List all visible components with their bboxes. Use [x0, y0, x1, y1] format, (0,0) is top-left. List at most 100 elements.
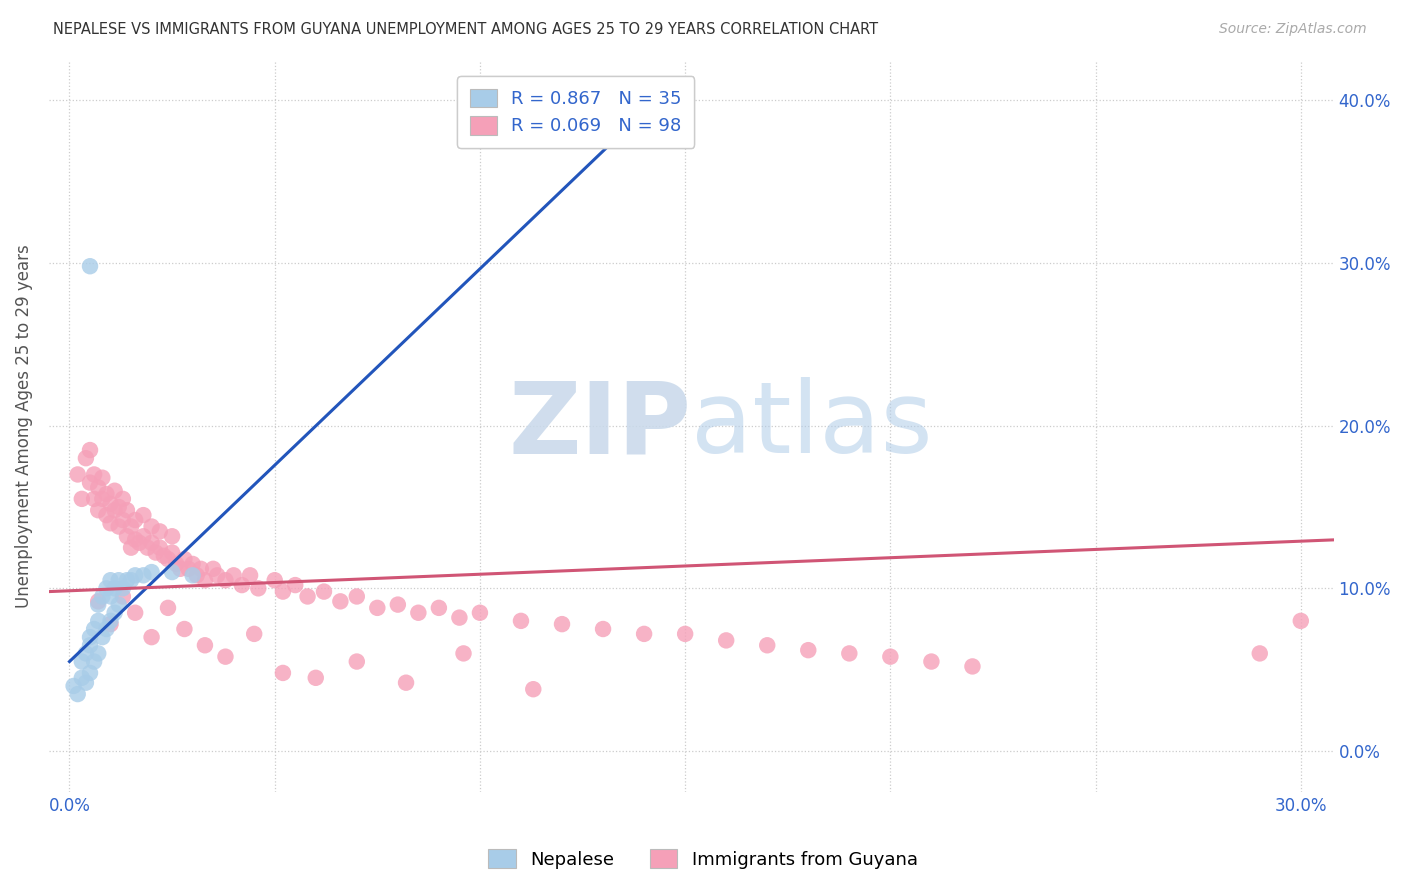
Point: [83, 467, 105, 482]
Point: [222, 568, 245, 582]
Point: [96, 622, 118, 636]
Point: [79, 475, 101, 490]
Point: [173, 552, 195, 566]
Point: [1249, 647, 1271, 661]
Point: [468, 606, 491, 620]
Point: [297, 590, 319, 604]
Point: [673, 627, 696, 641]
Point: [153, 549, 176, 563]
Point: [111, 491, 134, 506]
Point: [91, 471, 114, 485]
Point: [173, 622, 195, 636]
Point: [87, 503, 110, 517]
Point: [96, 487, 118, 501]
Point: [141, 630, 163, 644]
Point: [186, 568, 208, 582]
Point: [202, 562, 225, 576]
Point: [214, 649, 236, 664]
Point: [66, 467, 89, 482]
Point: [522, 682, 544, 697]
Point: [243, 627, 266, 641]
Point: [181, 557, 204, 571]
Point: [100, 573, 122, 587]
Text: ZIP: ZIP: [509, 377, 692, 475]
Point: [149, 524, 172, 539]
Point: [160, 545, 183, 559]
Point: [551, 617, 574, 632]
Point: [91, 491, 114, 506]
Point: [141, 565, 163, 579]
Point: [305, 671, 328, 685]
Point: [190, 562, 212, 576]
Point: [124, 568, 146, 582]
Point: [100, 497, 122, 511]
Point: [395, 675, 418, 690]
Point: [797, 643, 820, 657]
Point: [75, 451, 97, 466]
Y-axis label: Unemployment Among Ages 25 to 29 years: Unemployment Among Ages 25 to 29 years: [15, 244, 32, 607]
Point: [83, 622, 105, 636]
Point: [91, 630, 114, 644]
Point: [165, 557, 187, 571]
Point: [120, 573, 142, 587]
Point: [271, 665, 294, 680]
Point: [132, 529, 155, 543]
Point: [96, 582, 118, 596]
Point: [141, 536, 163, 550]
Point: [87, 598, 110, 612]
Point: [449, 610, 471, 624]
Point: [79, 259, 101, 273]
Point: [263, 573, 285, 587]
Point: [149, 541, 172, 555]
Point: [231, 578, 253, 592]
Point: [75, 675, 97, 690]
Point: [239, 568, 262, 582]
Point: [120, 519, 142, 533]
Point: [128, 536, 150, 550]
Legend: Nepalese, Immigrants from Guyana: Nepalese, Immigrants from Guyana: [481, 842, 925, 876]
Point: [120, 541, 142, 555]
Point: [100, 617, 122, 632]
Point: [107, 519, 129, 533]
Point: [346, 590, 368, 604]
Point: [132, 568, 155, 582]
Point: [136, 541, 159, 555]
Point: [346, 655, 368, 669]
Point: [156, 552, 179, 566]
Point: [169, 562, 191, 576]
Text: NEPALESE VS IMMIGRANTS FROM GUYANA UNEMPLOYMENT AMONG AGES 25 TO 29 YEARS CORREL: NEPALESE VS IMMIGRANTS FROM GUYANA UNEMP…: [53, 22, 879, 37]
Point: [111, 590, 134, 604]
Point: [592, 622, 614, 636]
Point: [247, 582, 270, 596]
Point: [79, 443, 101, 458]
Point: [83, 491, 105, 506]
Point: [100, 614, 122, 628]
Point: [66, 687, 89, 701]
Point: [104, 483, 127, 498]
Point: [633, 627, 655, 641]
Point: [70, 491, 93, 506]
Point: [387, 598, 409, 612]
Point: [100, 590, 122, 604]
Point: [83, 655, 105, 669]
Point: [79, 665, 101, 680]
Point: [115, 573, 138, 587]
Text: Source: ZipAtlas.com: Source: ZipAtlas.com: [1219, 22, 1367, 37]
Point: [100, 516, 122, 531]
Legend: R = 0.867   N = 35, R = 0.069   N = 98: R = 0.867 N = 35, R = 0.069 N = 98: [457, 76, 695, 148]
Point: [107, 573, 129, 587]
Point: [107, 598, 129, 612]
Point: [70, 671, 93, 685]
Point: [70, 655, 93, 669]
Point: [207, 568, 229, 582]
Point: [87, 480, 110, 494]
Point: [124, 533, 146, 547]
Point: [427, 600, 450, 615]
Point: [366, 600, 388, 615]
Point: [124, 606, 146, 620]
Point: [592, 129, 614, 144]
Point: [453, 647, 475, 661]
Point: [510, 614, 533, 628]
Point: [756, 638, 779, 652]
Point: [79, 638, 101, 652]
